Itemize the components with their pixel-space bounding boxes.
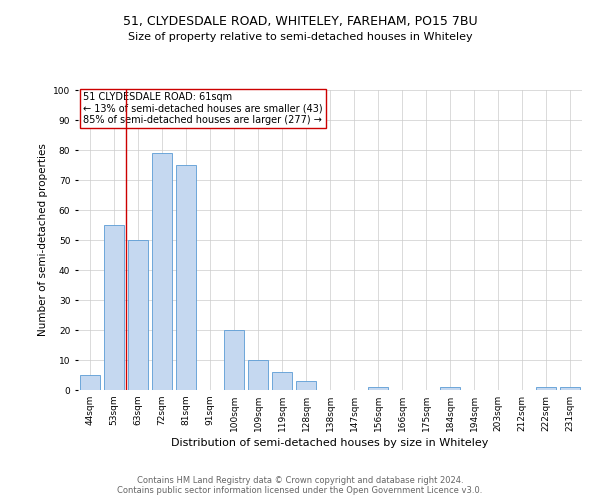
- Text: Size of property relative to semi-detached houses in Whiteley: Size of property relative to semi-detach…: [128, 32, 472, 42]
- Bar: [224, 330, 244, 390]
- Text: 51, CLYDESDALE ROAD, WHITELEY, FAREHAM, PO15 7BU: 51, CLYDESDALE ROAD, WHITELEY, FAREHAM, …: [122, 15, 478, 28]
- Bar: [368, 387, 388, 390]
- Bar: [248, 360, 268, 390]
- Bar: [440, 387, 460, 390]
- Bar: [272, 372, 292, 390]
- Text: Contains HM Land Registry data © Crown copyright and database right 2024.
Contai: Contains HM Land Registry data © Crown c…: [118, 476, 482, 495]
- Text: 51 CLYDESDALE ROAD: 61sqm
← 13% of semi-detached houses are smaller (43)
85% of : 51 CLYDESDALE ROAD: 61sqm ← 13% of semi-…: [83, 92, 323, 124]
- Bar: [80, 375, 100, 390]
- Bar: [152, 153, 172, 390]
- Bar: [176, 165, 196, 390]
- Bar: [536, 387, 556, 390]
- Y-axis label: Number of semi-detached properties: Number of semi-detached properties: [38, 144, 47, 336]
- Bar: [296, 381, 316, 390]
- Bar: [128, 240, 148, 390]
- X-axis label: Distribution of semi-detached houses by size in Whiteley: Distribution of semi-detached houses by …: [172, 438, 488, 448]
- Bar: [104, 225, 124, 390]
- Bar: [560, 387, 580, 390]
